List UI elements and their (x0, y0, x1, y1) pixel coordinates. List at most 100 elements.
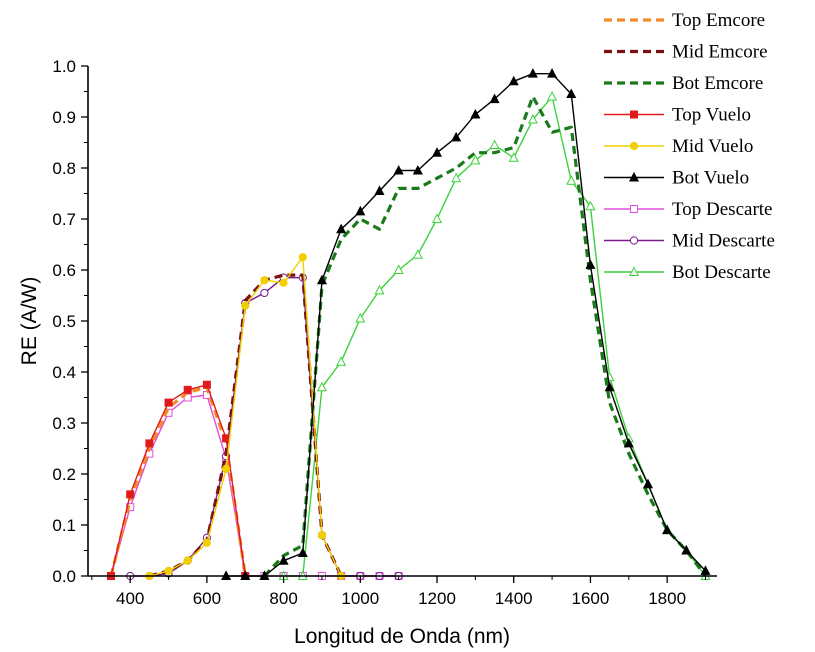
y-tick-label: 0.8 (52, 159, 76, 178)
data-point (547, 68, 558, 78)
data-point (585, 259, 596, 269)
y-tick-label: 0.6 (52, 261, 76, 280)
data-point (355, 312, 366, 323)
data-point (566, 88, 577, 99)
data-point (508, 75, 519, 86)
y-tick-label: 0.2 (52, 465, 76, 484)
data-point (662, 524, 673, 535)
legend-marker (629, 236, 639, 245)
data-point (164, 566, 173, 576)
x-tick-label: 1400 (495, 589, 533, 608)
legend-label: Mid Vuelo (672, 136, 753, 157)
legend-label: Top Descarte (672, 199, 772, 220)
data-point (278, 555, 289, 565)
legend-label: Bot Emcore (672, 73, 763, 94)
series-0 (109, 385, 247, 577)
data-point (527, 68, 538, 78)
y-tick-label: 0.7 (52, 210, 76, 229)
data-point (527, 113, 538, 124)
legend-label: Bot Vuelo (672, 168, 749, 189)
series-line (109, 385, 247, 577)
data-point (316, 381, 327, 392)
data-point (451, 131, 462, 142)
series-line (283, 95, 707, 577)
y-tick-label: 0.0 (52, 567, 76, 586)
series-line (226, 72, 707, 577)
legend-label: Mid Descarte (672, 231, 775, 252)
data-point (241, 301, 250, 310)
y-tick-label: 0.5 (52, 312, 76, 331)
data-point (202, 538, 211, 547)
legend-marker (628, 171, 640, 182)
y-tick-label: 1.0 (52, 57, 76, 76)
y-axis-title: RE (A/W) (18, 277, 41, 366)
legend-item: Top Emcore (604, 10, 765, 31)
data-point (336, 223, 347, 234)
data-point (412, 164, 423, 175)
series-3 (107, 380, 250, 580)
data-point (489, 93, 500, 104)
data-point (623, 437, 634, 448)
x-tick-label: 1800 (648, 589, 686, 608)
series-2 (263, 94, 707, 578)
data-point (222, 434, 231, 443)
series-8 (278, 91, 711, 580)
data-point (585, 200, 596, 211)
data-point (336, 356, 347, 366)
data-point (279, 278, 288, 287)
series-line (263, 94, 707, 578)
data-point (297, 547, 308, 558)
data-point (681, 544, 692, 555)
axes-layer (87, 66, 717, 577)
x-tick-label: 600 (193, 589, 221, 608)
legend-marker (630, 110, 638, 119)
legend-label: Bot Descarte (672, 262, 771, 283)
series-4 (145, 253, 346, 581)
legend-item: Mid Emcore (604, 42, 768, 63)
data-point (260, 288, 269, 298)
data-point (489, 139, 500, 150)
data-point (431, 213, 443, 223)
data-point (202, 380, 211, 389)
data-point (393, 264, 404, 274)
series-5 (221, 68, 711, 580)
data-point (393, 164, 404, 175)
data-point (642, 478, 653, 489)
data-point (412, 249, 423, 259)
legend-item: Mid Vuelo (604, 136, 753, 157)
data-point (183, 385, 192, 394)
y-tick-label: 0.4 (52, 363, 76, 382)
legend-marker (630, 205, 638, 213)
data-point (126, 490, 135, 499)
data-point (508, 152, 519, 162)
data-point (298, 253, 307, 262)
legend-item: Bot Descarte (604, 262, 771, 283)
data-point (145, 439, 154, 448)
data-point (566, 175, 577, 185)
x-axis-title: Longitud de Onda (nm) (294, 625, 510, 648)
data-point (355, 205, 366, 216)
legend-marker (628, 266, 640, 276)
legend: Top Emcore Mid Emcore Bot Emcore Top Vuelo M… (604, 10, 775, 283)
x-tick-label: 1600 (572, 589, 610, 608)
x-tick-label: 1000 (341, 589, 379, 608)
y-tick-label: 0.1 (52, 516, 76, 535)
legend-item: Bot Emcore (604, 73, 763, 94)
data-point (374, 185, 385, 195)
data-point (221, 464, 231, 473)
legend-label: Mid Emcore (672, 42, 768, 63)
legend-item: Mid Descarte (604, 231, 775, 252)
series-line (148, 273, 343, 578)
legend-label: Top Emcore (672, 10, 765, 31)
legend-label: Top Vuelo (672, 105, 751, 126)
data-point (316, 274, 327, 285)
data-point (451, 172, 462, 183)
data-point (317, 531, 327, 540)
legend-marker (629, 141, 639, 151)
data-point (604, 381, 615, 392)
x-tick-label: 1200 (418, 589, 456, 608)
data-point (470, 154, 481, 165)
data-point (374, 284, 385, 295)
